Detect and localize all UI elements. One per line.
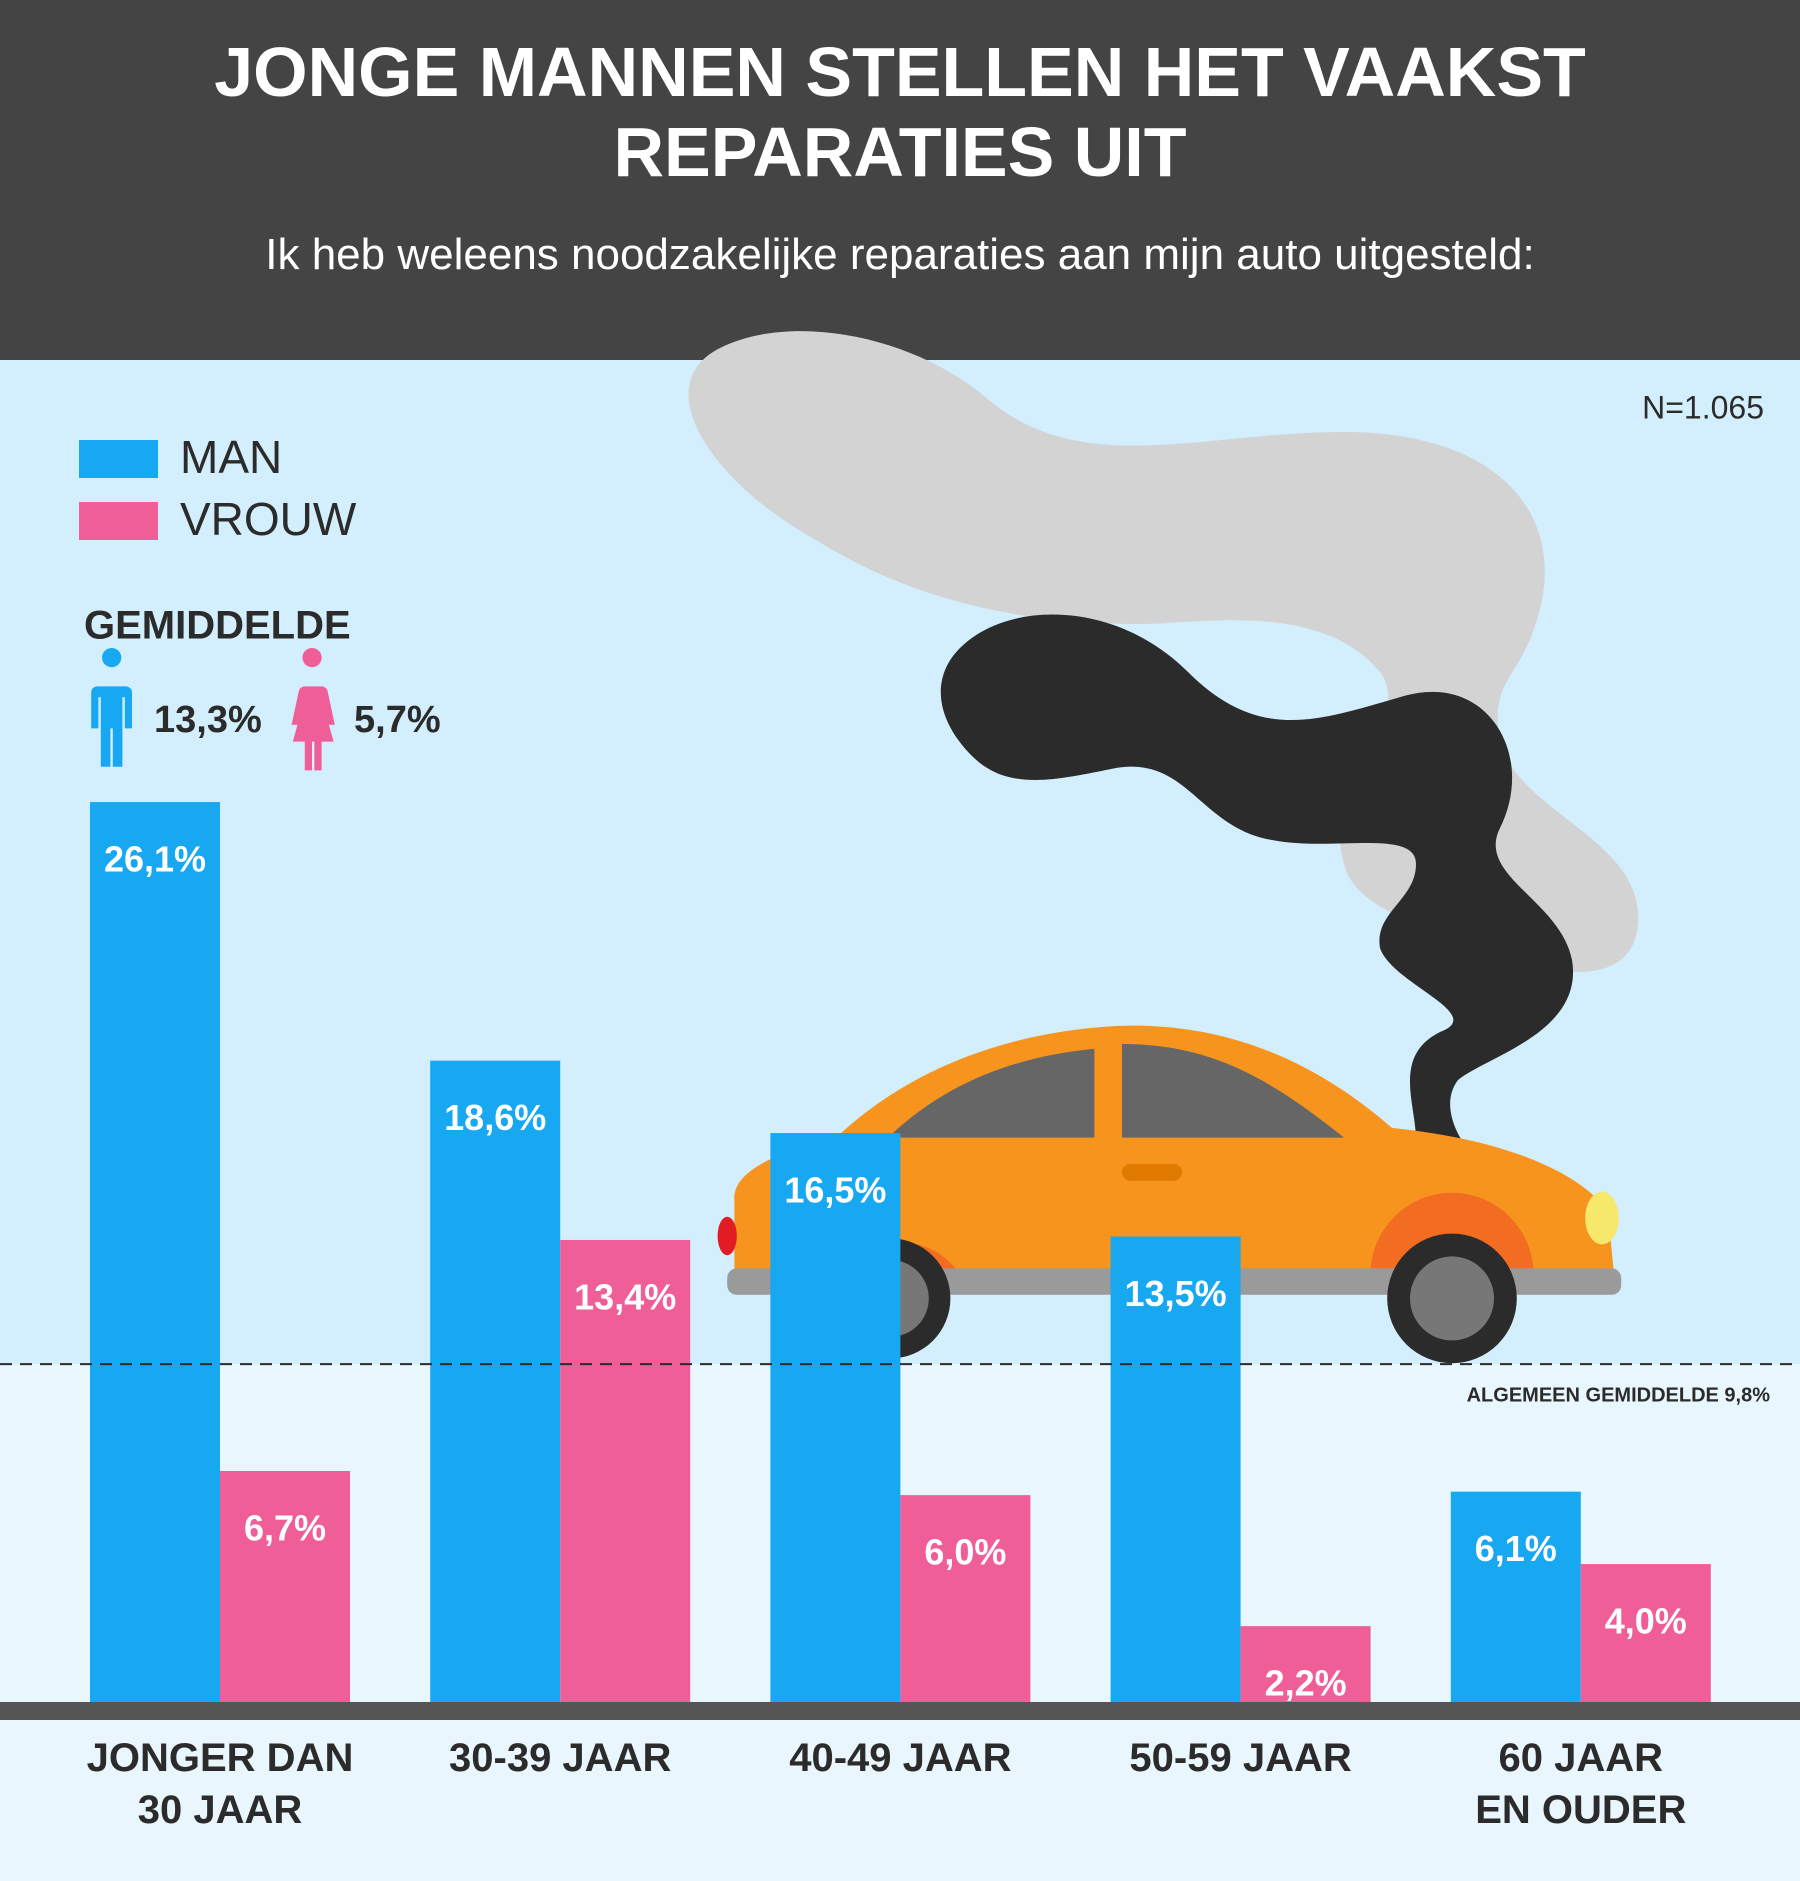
baseline	[0, 1702, 1800, 1720]
value-label: 13,5%	[1125, 1273, 1227, 1314]
bar	[90, 802, 220, 1702]
bar	[900, 1495, 1031, 1702]
car-window	[1122, 1044, 1344, 1138]
bar	[1450, 1491, 1581, 1702]
dark-smoke	[940, 614, 1574, 1140]
value-label: 26,1%	[104, 839, 206, 880]
value-label: 16,5%	[784, 1170, 886, 1211]
average-label: ALGEMEEN GEMIDDELDE 9,8%	[1467, 1384, 1771, 1406]
door-handle	[1122, 1164, 1182, 1181]
legend-swatch	[79, 440, 158, 478]
x-tick-label: 60 JAAR EN OUDER	[1475, 1736, 1687, 1832]
wheel-hub	[1410, 1256, 1494, 1341]
value-label: 13,4%	[574, 1276, 676, 1317]
woman-icon	[291, 648, 335, 771]
value-label: 2,2%	[1265, 1663, 1347, 1704]
legend-label: VROUW	[180, 493, 357, 545]
woman-average: 5,7%	[354, 699, 441, 741]
taillight	[717, 1216, 737, 1256]
legend-title: GEMIDDELDE	[84, 604, 351, 648]
x-tick-label: 30-39 JAAR	[449, 1736, 672, 1780]
value-label: 6,0%	[924, 1532, 1006, 1573]
bar	[560, 1239, 691, 1702]
x-tick-label: JONGER DAN 30 JAAR	[86, 1736, 354, 1832]
car-window	[888, 1048, 1095, 1138]
value-label: 4,0%	[1605, 1601, 1687, 1642]
man-average: 13,3%	[154, 699, 262, 741]
value-label: 18,6%	[444, 1097, 546, 1138]
bar	[1110, 1236, 1241, 1702]
value-label: 6,7%	[244, 1507, 326, 1548]
bar	[1240, 1626, 1371, 1702]
illustration	[91, 331, 1639, 1364]
x-tick-label: 50-59 JAAR	[1129, 1736, 1352, 1780]
subtitle: Ik heb weleens noodzakelijke reparaties …	[265, 230, 1535, 279]
bar	[1580, 1564, 1711, 1702]
bar	[220, 1470, 350, 1702]
x-tick-label: 40-49 JAAR	[789, 1736, 1012, 1780]
value-label: 6,1%	[1475, 1528, 1557, 1569]
man-icon	[91, 648, 132, 767]
header-bg	[0, 0, 1800, 360]
bar	[430, 1060, 561, 1702]
legend-label: MAN	[180, 431, 282, 483]
legend-swatch	[79, 502, 158, 540]
bar	[770, 1133, 901, 1702]
car-body	[734, 1025, 1615, 1275]
title: JONGE MANNEN STELLEN HET VAAKST REPARATI…	[214, 33, 1586, 191]
sample-size: N=1.065	[1642, 389, 1764, 425]
headlight	[1585, 1191, 1619, 1245]
